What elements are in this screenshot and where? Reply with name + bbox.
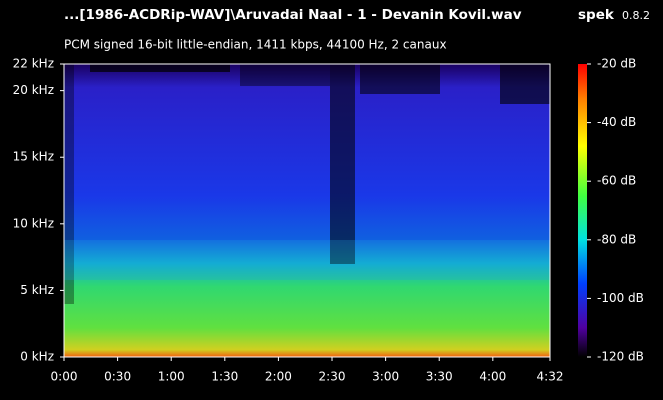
spectrogram-shade	[64, 64, 74, 304]
x-tick-label: 4:32	[537, 370, 564, 384]
x-tick-label: 0:00	[51, 370, 78, 384]
spectrogram-shade	[330, 64, 355, 264]
x-tick-label: 4:00	[479, 370, 506, 384]
spectrogram	[63, 63, 551, 358]
y-tick-label: 15 kHz	[13, 150, 54, 164]
y-tick-label: 0 kHz	[20, 350, 54, 364]
colorbar-tick-label: -80 dB	[597, 232, 636, 246]
app-version: 0.8.2	[622, 9, 650, 22]
x-tick-label: 1:30	[211, 370, 238, 384]
spectrogram-shade	[90, 64, 230, 72]
spectrogram-shade	[360, 64, 440, 94]
y-tick-label: 22 kHz	[13, 57, 54, 71]
spectrogram-shade	[240, 64, 330, 86]
colorbar-tick-label: -120 dB	[597, 350, 644, 364]
colorbar	[578, 64, 587, 357]
spectrogram-shade	[500, 64, 550, 104]
colorbar-tick-label: -40 dB	[597, 115, 636, 129]
file-title: ...[1986-ACDRip-WAV]\Aruvadai Naal - 1 -…	[64, 7, 522, 23]
spectrogram-shade	[64, 240, 550, 280]
spectrogram-image	[64, 64, 550, 357]
colorbar-tick-label: -20 dB	[597, 57, 636, 71]
x-tick-label: 2:30	[319, 370, 346, 384]
x-tick-label: 3:30	[426, 370, 453, 384]
y-tick-label: 5 kHz	[20, 283, 54, 297]
app-name: spek	[578, 7, 615, 23]
y-tick-label: 20 kHz	[13, 83, 54, 97]
colorbar-tick-label: -100 dB	[597, 291, 644, 305]
x-tick-label: 0:30	[104, 370, 131, 384]
y-tick-label: 10 kHz	[13, 216, 54, 230]
x-tick-label: 2:00	[265, 370, 292, 384]
x-tick-label: 3:00	[372, 370, 399, 384]
stream-info: PCM signed 16-bit little-endian, 1411 kb…	[64, 38, 447, 52]
plot-frame	[63, 63, 551, 358]
colorbar-tick-label: -60 dB	[597, 174, 636, 188]
x-tick-label: 1:00	[158, 370, 185, 384]
